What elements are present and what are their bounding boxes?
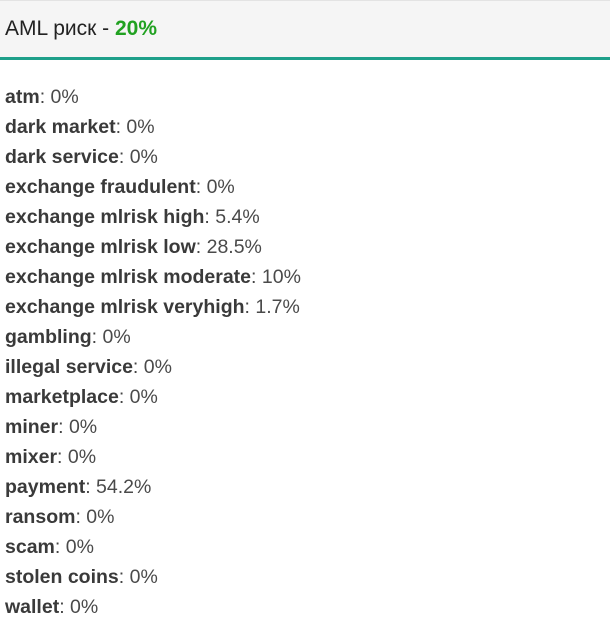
risk-item: illegal service: 0%: [5, 356, 172, 378]
risk-item: exchange fraudulent: 0%: [5, 176, 235, 198]
risk-name: wallet: [5, 596, 60, 618]
risk-name: illegal service: [5, 356, 133, 378]
risk-percent: 0%: [129, 566, 158, 588]
risk-percent: 0%: [50, 86, 79, 108]
risk-name: exchange mlrisk moderate: [5, 266, 252, 288]
overall-risk-value: 20%: [115, 17, 158, 40]
risk-item: ransom: 0%: [5, 506, 115, 528]
risk-percent: 0%: [129, 146, 158, 168]
panel-body: atm: 0% dark market: 0% dark service: 0%…: [0, 60, 610, 622]
risk-percent: 0%: [102, 326, 131, 348]
risk-name: ransom: [5, 506, 76, 528]
risk-list: atm: 0% dark market: 0% dark service: 0%…: [5, 82, 610, 622]
risk-percent: 0%: [67, 446, 97, 468]
risk-percent: 0%: [143, 356, 172, 378]
risk-name: marketplace: [5, 386, 119, 408]
risk-percent: 0%: [129, 386, 158, 408]
risk-item: atm: 0%: [5, 86, 79, 108]
risk-item: marketplace: 0%: [5, 386, 158, 408]
risk-item: gambling: 0%: [5, 326, 131, 348]
risk-name: dark market: [5, 116, 116, 138]
risk-percent: 0%: [86, 506, 115, 528]
risk-percent: 0%: [68, 416, 98, 438]
risk-name: scam: [5, 536, 55, 558]
risk-item: exchange mlrisk veryhigh: 1.7%: [5, 296, 300, 318]
risk-item: payment: 54.2%: [5, 476, 152, 498]
risk-item: scam: 0%: [5, 536, 94, 558]
risk-item: exchange mlrisk low: 28.5%: [5, 236, 262, 258]
risk-item: dark market: 0%: [5, 116, 155, 138]
title-prefix: AML риск -: [5, 17, 115, 40]
risk-name: exchange fraudulent: [5, 176, 196, 198]
risk-name: exchange mlrisk high: [5, 206, 205, 228]
risk-name: exchange mlrisk veryhigh: [5, 296, 245, 318]
risk-name: atm: [5, 86, 40, 108]
risk-item: mixer: 0%: [5, 446, 97, 468]
risk-percent: 5.4%: [215, 206, 260, 228]
risk-name: gambling: [5, 326, 92, 348]
risk-item: exchange mlrisk high: 5.4%: [5, 206, 260, 228]
risk-percent: 1.7%: [255, 296, 300, 318]
panel-title: AML риск - 20%: [5, 17, 157, 41]
risk-name: mixer: [5, 446, 58, 468]
risk-percent: 0%: [206, 176, 235, 198]
risk-percent: 0%: [65, 536, 94, 558]
risk-name: stolen coins: [5, 566, 119, 588]
risk-name: exchange mlrisk low: [5, 236, 196, 258]
risk-percent: 10%: [261, 266, 301, 288]
risk-name: miner: [5, 416, 59, 438]
risk-percent: 0%: [70, 596, 99, 618]
risk-item: miner: 0%: [5, 416, 98, 438]
risk-percent: 54.2%: [96, 476, 152, 498]
panel-header: AML риск - 20%: [0, 0, 610, 60]
risk-percent: 28.5%: [206, 236, 262, 258]
risk-item: wallet: 0%: [5, 596, 99, 618]
risk-name: payment: [5, 476, 86, 498]
risk-item: stolen coins: 0%: [5, 566, 158, 588]
risk-percent: 0%: [126, 116, 155, 138]
risk-name: dark service: [5, 146, 119, 168]
risk-item: exchange mlrisk moderate: 10%: [5, 266, 301, 288]
risk-item: dark service: 0%: [5, 146, 158, 168]
